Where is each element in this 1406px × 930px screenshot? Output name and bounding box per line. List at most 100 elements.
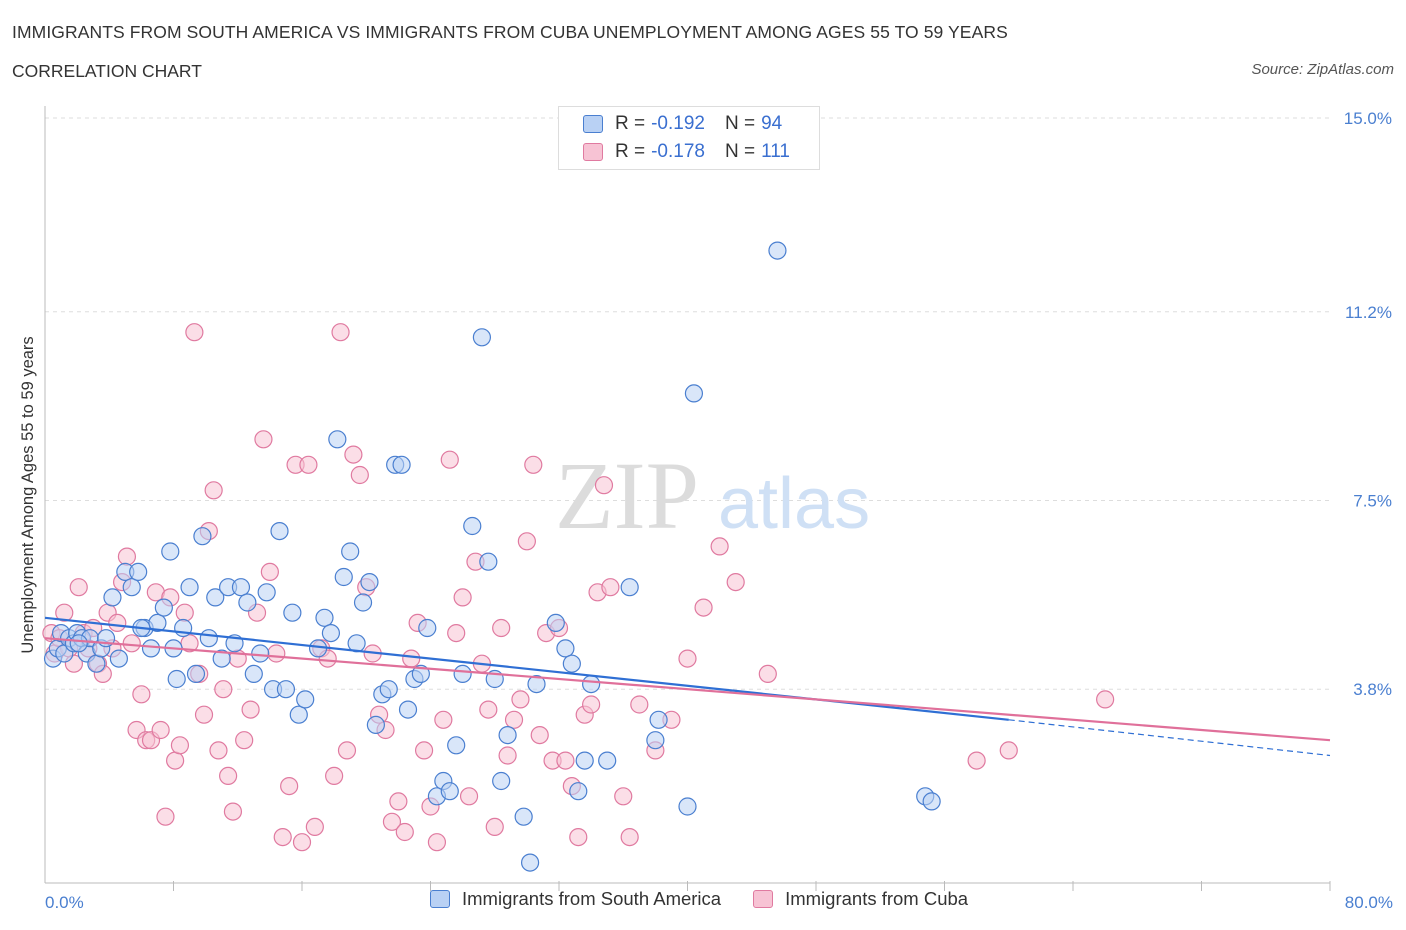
data-point-cuba: [382, 812, 402, 831]
data-point-cuba: [185, 323, 204, 342]
data-point-cuba: [194, 705, 214, 724]
data-point-cuba: [999, 741, 1018, 760]
series-south-america-points: [43, 241, 941, 872]
watermark: ZIP atlas: [555, 442, 870, 549]
data-point-cuba: [630, 695, 649, 714]
tick-labels: 3.8% 7.5% 11.2% 15.0% 0.0% 80.0%: [45, 109, 1393, 912]
data-point-cuba: [175, 603, 194, 622]
data-point-cuba: [511, 690, 530, 709]
data-point-south-america: [122, 578, 141, 597]
trend-line-south-america-extension: [1008, 719, 1331, 757]
data-point-cuba: [299, 455, 318, 474]
data-point-cuba: [726, 572, 745, 592]
data-point-south-america: [472, 328, 491, 347]
data-point-south-america: [562, 654, 581, 673]
data-point-cuba: [569, 827, 588, 847]
data-point-cuba: [485, 817, 504, 837]
data-point-cuba: [694, 598, 713, 617]
data-point-south-america: [575, 751, 594, 770]
legend-row-cuba: R = -0.178 N = 111: [583, 139, 790, 165]
data-point-south-america: [244, 664, 263, 684]
data-point-cuba: [108, 613, 127, 633]
data-point-cuba: [325, 766, 344, 786]
data-point-cuba: [389, 792, 408, 811]
data-point-cuba: [132, 685, 151, 704]
data-point-cuba: [241, 700, 260, 719]
data-point-south-america: [418, 618, 437, 638]
data-point-south-america: [161, 542, 180, 561]
data-point-cuba: [214, 680, 233, 699]
data-point-south-america: [238, 593, 257, 612]
data-point-south-america: [678, 797, 697, 816]
bottom-legend-item-cuba: Immigrants from Cuba: [753, 888, 968, 910]
data-point-south-america: [109, 649, 128, 668]
data-point-south-america: [353, 593, 373, 612]
data-point-cuba: [209, 741, 228, 760]
data-point-south-america: [569, 782, 588, 801]
data-point-cuba: [479, 700, 498, 719]
data-point-cuba: [556, 751, 575, 770]
data-point-cuba: [524, 455, 543, 474]
data-point-south-america: [520, 853, 540, 872]
data-point-south-america: [440, 782, 459, 801]
data-point-south-america: [276, 680, 296, 699]
data-point-cuba: [273, 827, 292, 847]
bottom-legend-item-south-america: Immigrants from South America: [430, 888, 721, 910]
data-point-south-america: [315, 608, 334, 627]
data-point-south-america: [922, 792, 941, 811]
data-point-cuba: [614, 787, 633, 806]
data-point-south-america: [453, 664, 472, 684]
data-point-cuba: [402, 649, 421, 668]
data-point-south-america: [334, 567, 353, 587]
data-point-south-america: [392, 455, 411, 474]
data-point-south-america: [186, 664, 206, 684]
data-point-south-america: [103, 588, 122, 607]
y-axis-label: Unemployment Among Ages 55 to 59 years: [19, 336, 37, 653]
data-point-south-america: [212, 649, 231, 668]
data-point-south-america: [231, 578, 251, 597]
legend-r-value: -0.178: [651, 141, 705, 162]
data-point-south-america: [398, 700, 418, 719]
data-point-south-america: [379, 680, 398, 699]
data-point-south-america: [270, 521, 289, 541]
data-point-south-america: [141, 639, 161, 658]
legend-r-label: R =: [615, 113, 646, 134]
data-point-cuba: [440, 450, 459, 469]
data-point-cuba: [235, 731, 254, 750]
data-point-cuba: [620, 827, 639, 847]
data-point-cuba: [504, 710, 524, 729]
data-point-south-america: [684, 384, 704, 403]
data-point-south-america: [447, 736, 466, 755]
data-point-south-america: [321, 623, 341, 643]
data-point-south-america: [620, 578, 639, 597]
data-point-south-america: [296, 690, 315, 709]
data-point-south-america: [411, 664, 430, 684]
data-point-cuba: [260, 562, 279, 582]
data-point-cuba: [331, 323, 350, 342]
y-tick-label: 3.8%: [1353, 680, 1392, 699]
data-point-cuba: [151, 720, 170, 740]
data-point-south-america: [527, 674, 546, 694]
data-point-cuba: [254, 430, 273, 449]
data-point-cuba: [69, 578, 88, 597]
legend-n-label: N =: [724, 113, 756, 134]
bottom-legend-swatch-blue: [430, 890, 450, 908]
data-point-south-america: [199, 629, 218, 648]
data-point-south-america: [646, 731, 665, 750]
bottom-legend: Immigrants from South America Immigrants…: [430, 888, 1000, 910]
data-point-south-america: [206, 588, 225, 607]
data-point-cuba: [180, 634, 199, 653]
grid-lines: [45, 117, 1330, 690]
data-point-south-america: [283, 603, 302, 622]
legend-swatch-pink: [583, 143, 603, 161]
trend-lines: [44, 616, 1331, 757]
data-point-cuba: [122, 634, 141, 653]
data-point-cuba: [492, 618, 511, 638]
data-point-south-america: [251, 644, 270, 663]
data-point-south-america: [289, 705, 308, 724]
data-point-cuba: [267, 644, 286, 663]
bottom-legend-label: Immigrants from South America: [462, 888, 722, 909]
data-point-cuba: [459, 787, 479, 806]
data-point-south-america: [328, 430, 347, 449]
